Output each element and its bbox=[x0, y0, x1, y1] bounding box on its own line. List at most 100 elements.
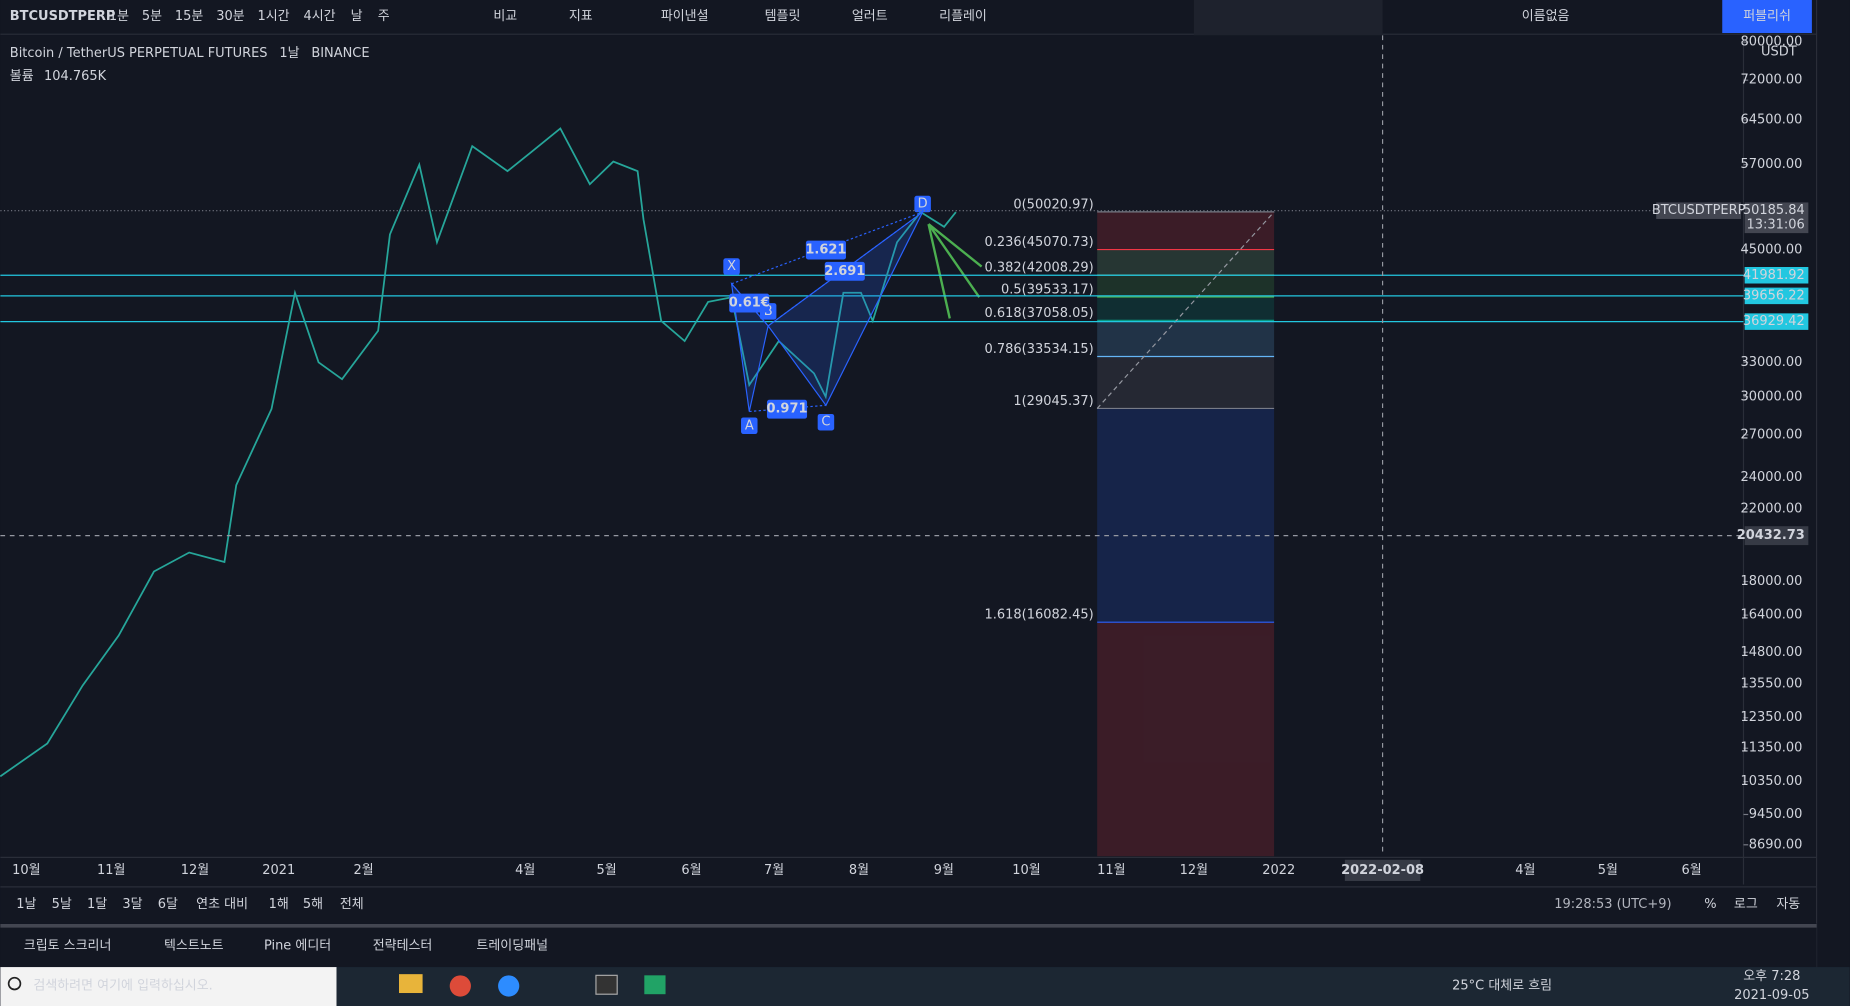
fib-label: 0.618(37058.05) bbox=[985, 306, 1094, 321]
interval[interactable]: 날 bbox=[351, 9, 363, 24]
level-tag bbox=[1744, 313, 1809, 330]
zoom-icon[interactable] bbox=[498, 975, 520, 997]
fib-trend bbox=[1096, 211, 1275, 409]
scale-button[interactable]: 자동 bbox=[1776, 897, 1800, 912]
range-button[interactable]: 전체 bbox=[340, 897, 364, 912]
panel-tab[interactable]: 텍스트노트 bbox=[164, 938, 224, 953]
x-tick-label: 5월 bbox=[1598, 863, 1618, 878]
fib-label: 1(29045.37) bbox=[1013, 394, 1093, 409]
y-tick-label: 8690.00 bbox=[1749, 837, 1803, 852]
toolbar-button[interactable]: 얼러트 bbox=[852, 9, 888, 24]
range-button[interactable]: 5날 bbox=[52, 897, 72, 912]
level-tag bbox=[1744, 267, 1809, 284]
chart-pane bbox=[0, 35, 1744, 857]
currency: USDT bbox=[1761, 44, 1797, 59]
y-tick-label: 18000.00 bbox=[1741, 574, 1803, 589]
ratio-box bbox=[805, 240, 846, 260]
panel-tab[interactable]: 크립토 스크리너 bbox=[24, 938, 112, 953]
panel-tab[interactable]: 트레이딩패널 bbox=[476, 938, 548, 953]
y-tick-label: 16400.00 bbox=[1741, 608, 1803, 623]
last-symbol: BTCUSDTPERP bbox=[1652, 203, 1746, 218]
fib-zone bbox=[1097, 275, 1275, 297]
interval[interactable]: 15분 bbox=[175, 9, 204, 24]
x-tick-label: 6월 bbox=[1681, 863, 1701, 878]
chrome-icon[interactable] bbox=[449, 975, 471, 997]
range-button[interactable]: 5해 bbox=[303, 897, 323, 912]
ratio-box bbox=[729, 293, 770, 313]
level-label: 39656.22 bbox=[1743, 288, 1805, 303]
pattern-point-box bbox=[914, 195, 931, 213]
y-tick-label: 22000.00 bbox=[1741, 501, 1803, 516]
last-price: 50185.84 bbox=[1743, 203, 1805, 218]
pattern-ratio: 0.971 bbox=[766, 402, 807, 417]
volume-label: 볼륨 bbox=[10, 69, 34, 84]
publish-button[interactable] bbox=[1722, 0, 1812, 34]
level-tag bbox=[1744, 287, 1809, 305]
legend-title: Bitcoin / TetherUS PERPETUAL FUTURES 1날 BI… bbox=[10, 46, 370, 61]
ratio-box bbox=[824, 261, 865, 281]
fib-zone bbox=[1097, 408, 1275, 623]
interval[interactable]: 30분 bbox=[216, 9, 245, 24]
x-tick-label: 11월 bbox=[97, 863, 125, 878]
x-tick-label: 2022 bbox=[1262, 863, 1295, 878]
publish-label[interactable]: 퍼블리쉬 bbox=[1743, 9, 1791, 24]
range-button[interactable]: 3달 bbox=[122, 897, 142, 912]
legend-part: Bitcoin / TetherUS PERPETUAL FUTURES bbox=[10, 46, 268, 61]
y-tick-label: 80000.00 bbox=[1741, 35, 1803, 50]
crosshair-date: 2022-02-08 bbox=[1341, 863, 1424, 878]
symbol[interactable]: BTCUSDTPERP bbox=[10, 9, 116, 24]
interval[interactable]: 5분 bbox=[142, 9, 162, 24]
sheets-icon[interactable] bbox=[644, 975, 666, 995]
layout-name[interactable]: 이름없음 bbox=[1522, 9, 1570, 24]
level-label: 41981.92 bbox=[1743, 268, 1805, 283]
interval[interactable]: 4시간 bbox=[303, 9, 335, 24]
x-tick-label: 10월 bbox=[1012, 863, 1040, 878]
crosshair-price-tag bbox=[1744, 526, 1809, 546]
toolbar-button[interactable]: 템플릿 bbox=[765, 9, 801, 24]
crosshair-price: 20432.73 bbox=[1737, 528, 1805, 543]
range-button[interactable]: 1달 bbox=[87, 897, 107, 912]
toolbar-button[interactable]: 비교 bbox=[493, 9, 517, 24]
interval[interactable]: 1시간 bbox=[257, 9, 289, 24]
x-tick-label: 12월 bbox=[1180, 863, 1208, 878]
terminal-icon[interactable] bbox=[595, 974, 618, 995]
panel-tab[interactable]: Pine 에디터 bbox=[264, 938, 331, 953]
taskbar-search[interactable]: 검색하려면 여기에 입력하십시오. bbox=[33, 978, 212, 993]
interval[interactable]: 주 bbox=[378, 9, 390, 24]
crosshair-date-tag bbox=[1344, 859, 1421, 881]
x-tick-label: 7월 bbox=[764, 863, 784, 878]
range-button[interactable]: 6달 bbox=[158, 897, 178, 912]
taskbar-search[interactable] bbox=[0, 967, 337, 1006]
fib-zone bbox=[1097, 320, 1275, 357]
scale-button[interactable]: % bbox=[1704, 897, 1716, 912]
toolbar bbox=[0, 0, 1817, 34]
taskbar-date: 2021-09-05 bbox=[1734, 988, 1809, 1003]
range-button[interactable]: 1해 bbox=[269, 897, 289, 912]
pattern-point: X bbox=[727, 259, 736, 274]
y-tick-label: 10350.00 bbox=[1741, 774, 1803, 789]
scale-button[interactable]: 로그 bbox=[1734, 897, 1758, 912]
interval[interactable]: 1분 bbox=[109, 9, 129, 24]
drawing-toolbar bbox=[1193, 0, 1383, 36]
range-button[interactable]: 1날 bbox=[16, 897, 36, 912]
y-tick-label: 57000.00 bbox=[1741, 157, 1803, 172]
x-tick-label: 4월 bbox=[515, 863, 535, 878]
y-tick-label: 45000.00 bbox=[1741, 243, 1803, 258]
taskbar-time: 오후 7:28 bbox=[1743, 969, 1800, 984]
projection-arrows bbox=[927, 223, 983, 319]
clock: 19:28:53 (UTC+9) bbox=[1554, 897, 1671, 912]
y-tick-label: 72000.00 bbox=[1741, 73, 1803, 88]
pattern-point-box bbox=[817, 413, 835, 431]
pattern-point: A bbox=[745, 418, 754, 433]
toolbar-button[interactable]: 지표 bbox=[569, 9, 593, 24]
y-tick-label: 64500.00 bbox=[1741, 112, 1803, 127]
range-button[interactable]: 연초 대비 bbox=[196, 897, 248, 912]
toolbar-button[interactable]: 파이낸셜 bbox=[661, 9, 709, 24]
panel-tab[interactable]: 전략테스터 bbox=[373, 938, 433, 953]
pattern-point-box bbox=[723, 258, 740, 275]
explorer-icon[interactable] bbox=[399, 974, 423, 994]
last-price-tag bbox=[1744, 202, 1809, 234]
x-tick-label: 11월 bbox=[1097, 863, 1125, 878]
symbol-tag bbox=[1656, 202, 1742, 219]
toolbar-button[interactable]: 리플레이 bbox=[939, 9, 987, 24]
